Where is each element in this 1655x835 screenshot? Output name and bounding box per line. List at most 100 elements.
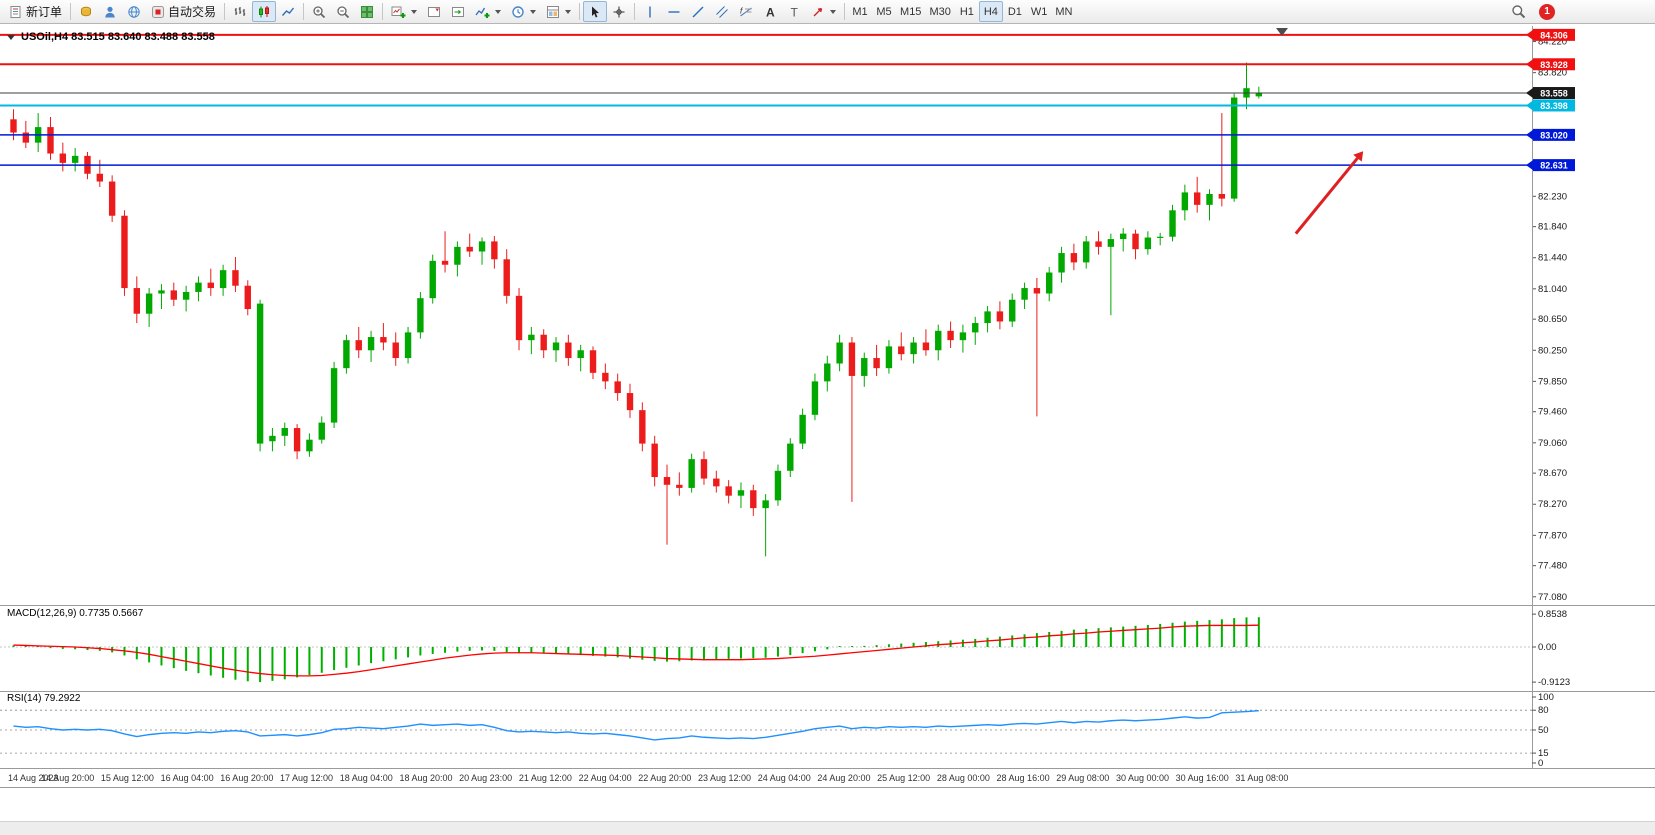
chart-shift-marker[interactable] [1276, 28, 1288, 36]
new-order-button[interactable]: 新订单 [4, 1, 67, 22]
trendline-icon [692, 6, 704, 17]
price-marker-label: 82.631 [1540, 161, 1568, 171]
price-marker-box [1533, 99, 1575, 112]
price-axis-label: 81.040 [1538, 284, 1567, 295]
candle [367, 337, 375, 351]
chevron-down-icon [830, 9, 837, 14]
candle [219, 270, 227, 289]
cursor-tool-button[interactable] [583, 1, 608, 22]
community-button[interactable] [122, 1, 146, 22]
candle [121, 215, 128, 289]
line-chart-mode-button[interactable] [276, 1, 300, 22]
text-tool-button[interactable]: A [758, 1, 782, 22]
price-axis-label: 80.250 [1538, 345, 1567, 356]
vertical-line-tool-button[interactable] [638, 1, 662, 22]
price-marker-box [1533, 128, 1575, 141]
horizontal-line-tool-button[interactable] [662, 1, 686, 22]
arrows-tool-button[interactable] [806, 1, 841, 22]
timeframe-m30-button[interactable]: M30 [929, 5, 951, 18]
price-marker-box [1533, 87, 1575, 100]
timeframe-m15-button[interactable]: M15 [900, 5, 922, 18]
candle [380, 337, 387, 343]
candle [47, 127, 54, 154]
clock-icon [512, 5, 524, 18]
price-axis-label: 79.060 [1538, 438, 1567, 449]
svg-text:f: f [740, 6, 743, 15]
candle [1132, 233, 1139, 250]
candle [244, 285, 251, 310]
rsi-axis-label: 50 [1538, 725, 1549, 736]
timeframe-m5-button[interactable]: M5 [876, 5, 892, 18]
text-icon: A [766, 5, 775, 19]
search-button[interactable] [1506, 1, 1531, 22]
candle [873, 358, 880, 369]
candle [330, 368, 338, 423]
trend-arrow-line[interactable] [1294, 157, 1359, 235]
rsi-axis-label: 80 [1538, 705, 1549, 716]
price-marker-box [1533, 159, 1575, 172]
timeframe-w1-button[interactable]: W1 [1030, 5, 1048, 18]
time-label: 28 Aug 00:00 [936, 773, 990, 783]
candle [540, 334, 547, 351]
candle [898, 346, 905, 355]
expert-advisors-button[interactable] [98, 1, 122, 22]
time-axis[interactable]: 14 Aug 2023 14 Aug 20:00 15 Aug 12:00 16 Au… [0, 769, 1655, 787]
auto-scroll-button[interactable] [446, 1, 470, 22]
candle [1095, 241, 1102, 247]
toolbar-separator [634, 3, 636, 20]
fibonacci-tool-button[interactable]: f [734, 1, 758, 22]
candle [491, 241, 498, 260]
timeframe-h4-button[interactable]: H4 [978, 1, 1003, 22]
bar-chart-mode-button[interactable] [228, 1, 252, 22]
macd-axis-label: 0.00 [1538, 642, 1557, 653]
notification-badge[interactable]: 1 [1539, 3, 1555, 20]
timeframe-mn-button[interactable]: MN [1055, 5, 1073, 18]
zoom-out-button[interactable] [331, 1, 355, 22]
price-axis-label: 84.220 [1538, 37, 1567, 48]
timeframe-h1-button[interactable]: H1 [959, 5, 974, 18]
rsi-axis-label: 100 [1538, 692, 1554, 703]
trendline-tool-button[interactable] [686, 1, 710, 22]
time-label: 22 Aug 20:00 [638, 773, 692, 783]
timeframe-d1-button[interactable]: D1 [1007, 5, 1022, 18]
candle [885, 346, 893, 369]
price-marker-notch [1526, 160, 1533, 171]
candle [355, 340, 362, 351]
autotrading-button[interactable]: 自动交易 [146, 1, 221, 22]
symbol-expand-icon[interactable] [7, 34, 15, 40]
time-label: 23 Aug 12:00 [697, 773, 752, 783]
horizontal-scrollbar[interactable] [0, 821, 1655, 835]
market-watch-button[interactable] [74, 1, 98, 22]
price-axis-label: 83.820 [1538, 68, 1567, 79]
price-axis-label: 78.670 [1538, 468, 1567, 479]
tile-windows-button[interactable] [355, 1, 379, 22]
templates-button[interactable] [541, 1, 576, 22]
time-label: 15 Aug 12:00 [100, 773, 154, 783]
candle [552, 342, 560, 351]
channel-tool-button[interactable] [710, 1, 734, 22]
chart-shift-button[interactable] [422, 1, 446, 22]
candle [700, 459, 708, 479]
timeframe-m1-button[interactable]: M1 [852, 5, 868, 18]
candle [404, 332, 412, 359]
candlestick-mode-button[interactable] [252, 1, 277, 22]
crosshair-tool-button[interactable] [607, 1, 631, 22]
zoom-in-button[interactable] [307, 1, 331, 22]
candle [836, 342, 843, 364]
trend-arrow-head[interactable] [1353, 151, 1364, 162]
macd-axis-label: -0.9123 [1538, 677, 1570, 688]
price-axis-label: 77.080 [1538, 592, 1567, 603]
price-marker-notch [1526, 129, 1533, 140]
new-order-icon [10, 5, 21, 18]
price-marker-notch [1526, 59, 1533, 70]
periods-button[interactable] [506, 1, 541, 22]
new-chart-button[interactable] [386, 1, 422, 22]
indicators-button[interactable] [470, 1, 506, 22]
candle [1083, 241, 1090, 263]
toolbar-separator [70, 3, 72, 20]
price-axis-label: 80.650 [1538, 314, 1567, 325]
label-tool-button[interactable]: T [782, 1, 806, 22]
candle [1021, 288, 1028, 300]
